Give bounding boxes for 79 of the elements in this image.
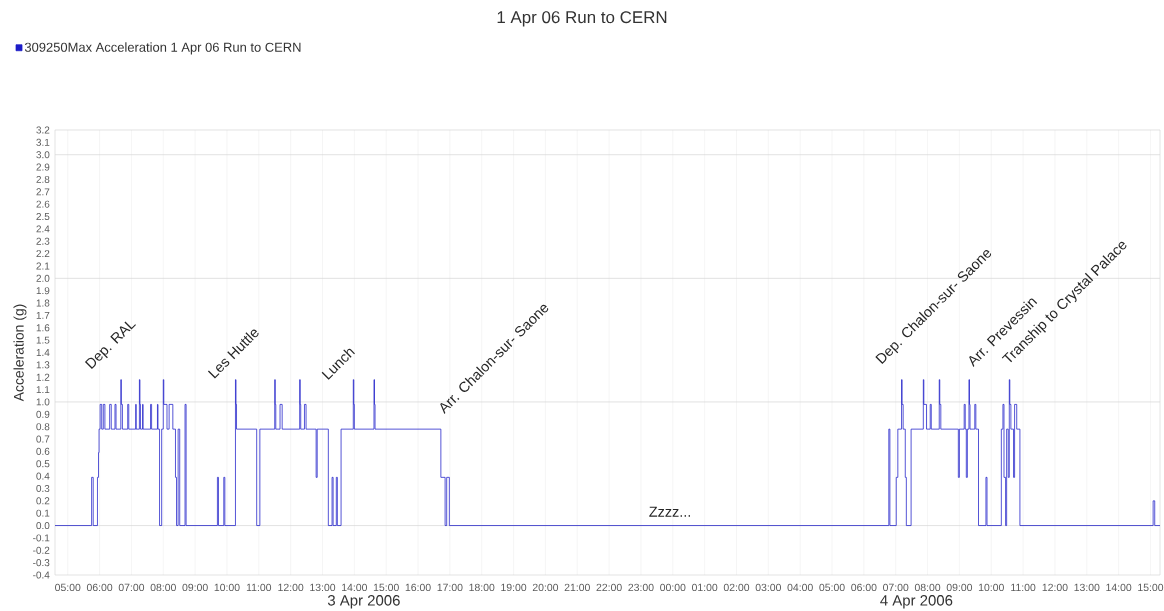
x-tick-label: 12:00 [1042, 583, 1068, 592]
y-tick-label: 1.1 [36, 386, 50, 394]
x-tick-label: 15:00 [373, 583, 399, 592]
y-tick-label: 0.1 [36, 509, 50, 517]
x-tick-label: 03:00 [755, 583, 781, 592]
x-tick-label: 00:00 [660, 583, 686, 592]
x-tick-label: 10:00 [978, 583, 1004, 592]
x-tick-label: 06:00 [851, 583, 877, 592]
y-tick-label: 1.5 [36, 336, 50, 344]
x-tick-label: 16:00 [405, 583, 431, 592]
x-tick-label: 08:00 [150, 583, 176, 592]
y-tick-label: 3.1 [36, 138, 50, 146]
y-tick-label: -0.2 [33, 546, 50, 554]
x-tick-label: 21:00 [564, 583, 590, 592]
x-tick-label: 07:00 [883, 583, 909, 592]
x-tick-label: 04:00 [787, 583, 813, 592]
x-tick-label: 11:00 [1011, 583, 1036, 592]
y-tick-label: 0.9 [36, 410, 50, 418]
y-tick-label: 1.7 [36, 311, 50, 319]
y-tick-label: -0.4 [33, 571, 50, 579]
y-tick-label: 1.3 [36, 361, 50, 369]
y-tick-label: 2.7 [36, 188, 50, 196]
y-tick-label: 2.5 [36, 213, 50, 221]
x-tick-label: 01:00 [691, 583, 718, 592]
text: 4 Apr 2006 [880, 595, 953, 609]
x-tick-label: 23:00 [628, 583, 654, 592]
y-tick-label: 3.2 [36, 126, 50, 134]
annotation: Dep. RAL [84, 321, 136, 370]
y-tick-label: 0.0 [36, 522, 50, 530]
y-tick-label: 1.6 [36, 324, 50, 332]
y-tick-label: 2.9 [36, 163, 50, 171]
x-tick-label: 09:00 [182, 583, 208, 592]
x-tick-label: 13:00 [310, 583, 336, 592]
y-tick-label: 2.8 [36, 175, 50, 183]
y-tick-label: 2.2 [36, 250, 50, 258]
x-tick-label: 11:00 [246, 583, 272, 592]
x-tick-label: 14:00 [1106, 583, 1132, 592]
y-tick-label: 0.6 [36, 447, 50, 455]
y-tick-label: 1.0 [36, 398, 50, 406]
y-tick-label: 1.4 [36, 349, 50, 356]
y-tick-label: 0.4 [36, 472, 50, 480]
y-tick-label: 1.2 [36, 373, 50, 381]
x-tick-label: 20:00 [532, 583, 559, 592]
y-tick-label: 0.3 [36, 484, 50, 492]
y-tick-label: 2.6 [36, 200, 50, 208]
y-tick-label: -0.1 [33, 534, 50, 542]
chart-title: 1 Apr 06 Run to CERN [497, 11, 667, 27]
x-tick-label: 17:00 [437, 583, 463, 592]
y-tick-label: 0.7 [36, 435, 50, 443]
x-tick-label: 15:00 [1138, 583, 1164, 592]
x-tick-label: 08:00 [914, 583, 941, 592]
legend-label: 309250Max Acceleration 1 Apr 06 Run to CERN [24, 42, 301, 55]
x-tick-label: 22:00 [596, 583, 622, 592]
annotation: Zzzz... [649, 506, 691, 517]
y-tick-label: 2.1 [36, 262, 50, 270]
y-tick-label: 1.8 [36, 299, 50, 307]
y-tick-label: 0.8 [36, 423, 50, 431]
text: 3 Apr 2006 [327, 595, 400, 609]
x-tick-label: 02:00 [723, 583, 750, 592]
x-tick-label: 12:00 [278, 583, 304, 592]
x-tick-label: 05:00 [819, 583, 845, 592]
y-tick-label: 0.2 [36, 497, 50, 505]
x-tick-label: 05:00 [55, 583, 81, 592]
y-tick-label: -0.3 [33, 559, 50, 567]
y-tick-label: 3.0 [36, 151, 50, 159]
x-tick-label: 06:00 [86, 583, 113, 592]
x-tick-label: 09:00 [946, 583, 973, 592]
x-tick-label: 07:00 [118, 583, 145, 592]
y-tick-label: 2.4 [36, 225, 50, 233]
x-tick-label: 18:00 [469, 583, 495, 592]
y-tick-label: 2.0 [36, 274, 50, 282]
x-tick-label: 14:00 [342, 583, 368, 592]
y-tick-label: 2.3 [36, 237, 50, 245]
y-tick-label: 1.9 [36, 287, 50, 295]
x-tick-label: 10:00 [214, 583, 240, 592]
y-tick-label: 0.5 [36, 460, 50, 468]
x-tick-label: 19:00 [501, 583, 527, 592]
y-axis-title: Acceleration (g) [13, 304, 27, 402]
x-tick-label: 13:00 [1074, 583, 1100, 592]
